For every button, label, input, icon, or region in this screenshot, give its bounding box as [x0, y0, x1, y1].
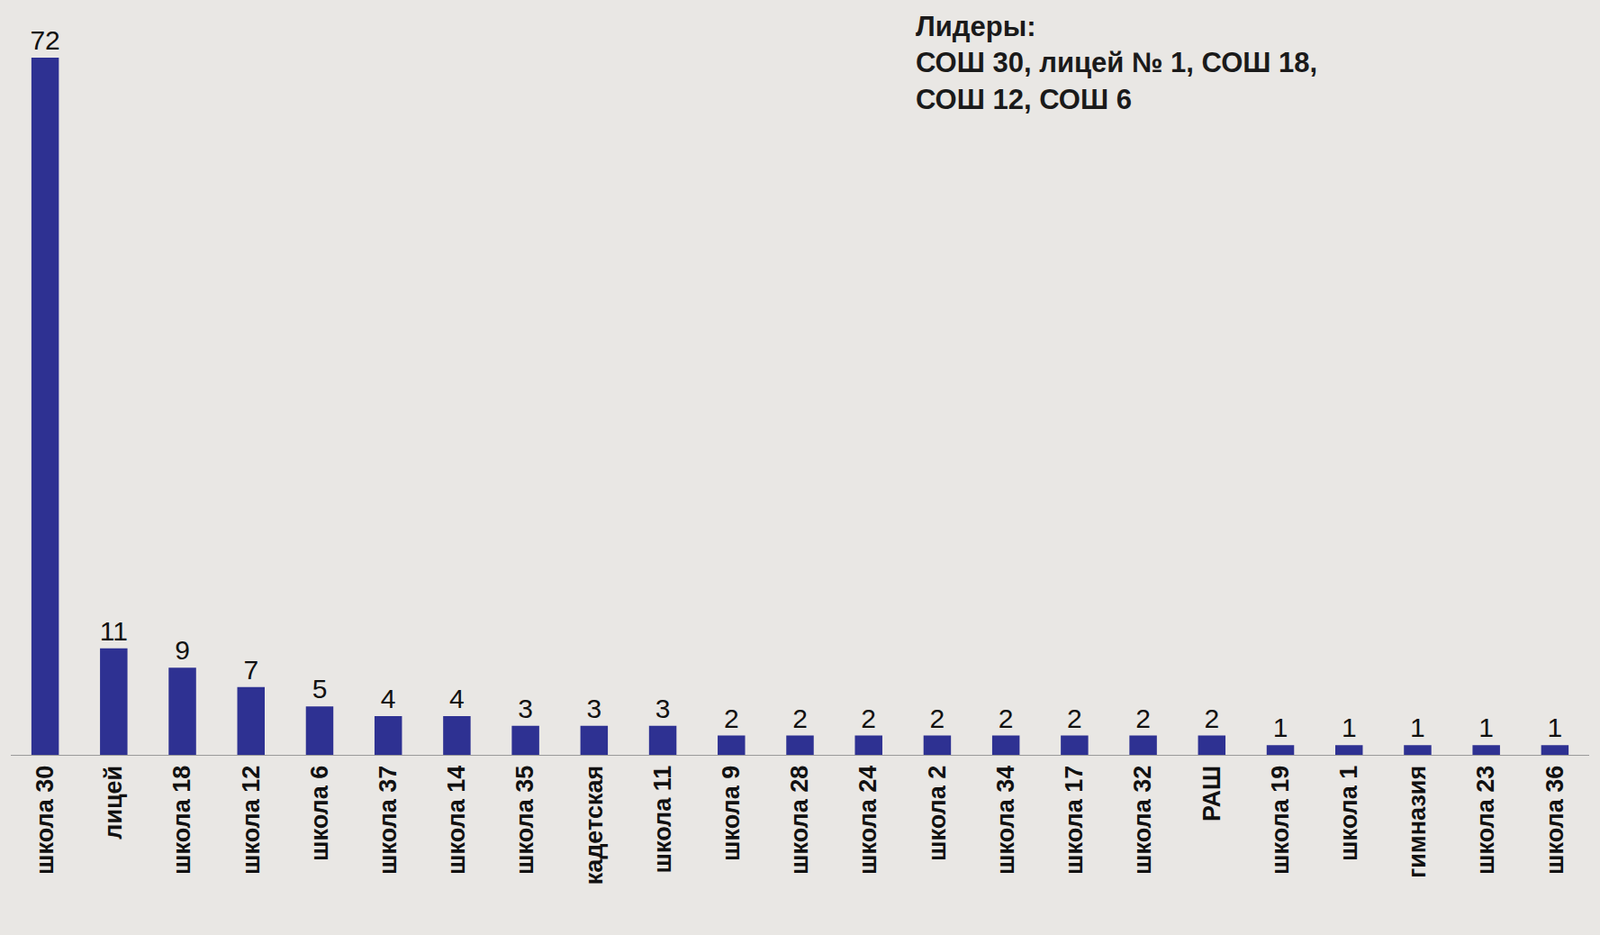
- svg-text:5: 5: [312, 673, 328, 704]
- svg-text:школа 1: школа 1: [1335, 765, 1363, 861]
- svg-text:2: 2: [723, 703, 740, 733]
- svg-text:72: 72: [29, 25, 60, 55]
- svg-text:школа 23: школа 23: [1472, 765, 1500, 875]
- svg-text:Лидеры:СОШ 30, лицей № 1, СОШ: Лидеры:СОШ 30, лицей № 1, СОШ 18,СОШ 12,…: [915, 10, 1318, 116]
- svg-text:школа 24: школа 24: [854, 765, 882, 875]
- svg-text:3: 3: [517, 693, 534, 724]
- svg-text:школа 36: школа 36: [1541, 765, 1569, 875]
- svg-text:11: 11: [99, 615, 128, 646]
- svg-text:школа 14: школа 14: [442, 765, 471, 875]
- svg-text:школа 2: школа 2: [923, 765, 951, 861]
- svg-text:РАШ: РАШ: [1198, 765, 1226, 822]
- svg-text:2: 2: [998, 703, 1014, 733]
- svg-text:7: 7: [243, 654, 259, 685]
- svg-text:1: 1: [1478, 712, 1494, 742]
- svg-text:школа 28: школа 28: [786, 765, 814, 875]
- svg-text:школа 35: школа 35: [511, 765, 539, 875]
- svg-text:школа 6: школа 6: [306, 765, 334, 861]
- svg-text:9: 9: [174, 634, 190, 665]
- svg-text:1: 1: [1410, 712, 1426, 742]
- svg-text:2: 2: [930, 703, 946, 733]
- svg-text:школа 34: школа 34: [992, 765, 1020, 875]
- svg-text:2: 2: [1135, 703, 1151, 733]
- svg-text:школа 19: школа 19: [1266, 765, 1294, 875]
- svg-text:лицей: лицей: [99, 765, 127, 840]
- svg-text:2: 2: [1203, 703, 1220, 733]
- svg-text:школа 11: школа 11: [649, 765, 677, 874]
- svg-text:4: 4: [380, 683, 397, 714]
- svg-text:2: 2: [860, 703, 877, 733]
- svg-text:школа 12: школа 12: [237, 765, 265, 875]
- svg-text:школа 32: школа 32: [1129, 765, 1157, 875]
- svg-text:школа 30: школа 30: [31, 765, 59, 875]
- svg-text:3: 3: [587, 693, 603, 724]
- svg-text:школа 17: школа 17: [1060, 765, 1088, 875]
- svg-text:2: 2: [792, 703, 808, 733]
- svg-text:4: 4: [449, 683, 465, 714]
- svg-text:2: 2: [1066, 703, 1083, 733]
- svg-text:школа 37: школа 37: [374, 765, 402, 875]
- svg-text:школа 18: школа 18: [168, 765, 196, 875]
- svg-text:школа 9: школа 9: [717, 765, 745, 861]
- svg-text:1: 1: [1273, 712, 1289, 742]
- svg-text:кадетская: кадетская: [580, 765, 608, 886]
- svg-text:1: 1: [1547, 712, 1564, 742]
- svg-text:1: 1: [1341, 712, 1357, 742]
- svg-text:3: 3: [655, 693, 671, 724]
- svg-text:гимназия: гимназия: [1403, 765, 1431, 878]
